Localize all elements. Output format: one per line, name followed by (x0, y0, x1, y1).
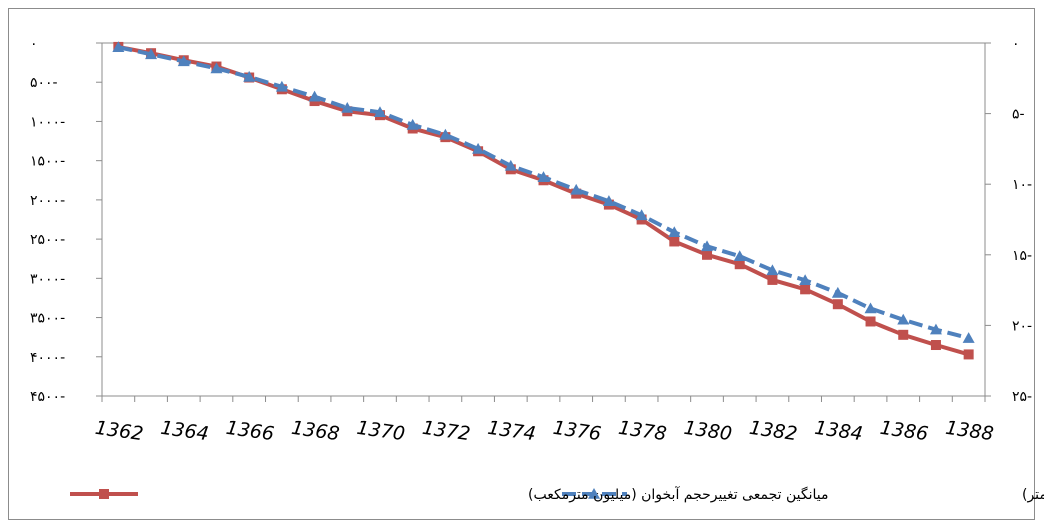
left-axis-tick-label: ۴۵۰۰- (30, 389, 65, 405)
left-axis-tick-label: ۱۵۰۰- (30, 154, 65, 170)
right-axis-tick-label: ۲۵- (1012, 389, 1032, 405)
x-axis-tick-label: 1378 (617, 417, 668, 446)
data-point-triangle (439, 128, 452, 140)
data-point-triangle (799, 274, 812, 286)
data-point-triangle (504, 159, 517, 171)
x-axis-tick-label: 1366 (225, 417, 276, 446)
data-point-triangle (472, 142, 485, 154)
left-axis-tick-label: ۳۵۰۰- (30, 311, 65, 327)
x-axis-tick-label: 1384 (813, 417, 864, 446)
data-point-triangle (373, 106, 386, 117)
left-axis-tick-label: ۳۰۰۰- (30, 271, 65, 287)
plot-area (101, 42, 986, 397)
data-point-square (767, 274, 778, 285)
x-axis-tick-label: 1362 (94, 417, 145, 446)
data-point-triangle (341, 101, 354, 113)
data-point-triangle (929, 323, 942, 335)
data-point-square (865, 316, 876, 327)
plot-area-border (101, 42, 986, 397)
data-point-triangle (243, 70, 256, 82)
left-axis-tick-label: ۲۰۰۰- (30, 193, 65, 209)
legend-swatch-water-level (562, 488, 627, 499)
legend-label-water-level: میانگین تجمعی تغییرسطح ایستابی آبخوان (م… (1022, 486, 1044, 503)
x-axis-tick-label: 1388 (944, 417, 995, 446)
data-point-triangle (145, 48, 158, 60)
data-point-triangle (210, 62, 223, 74)
data-point-triangle (897, 313, 910, 325)
left-axis-tick-label: ۲۵۰۰- (30, 232, 65, 248)
data-point-square (734, 259, 745, 270)
data-point-square (702, 249, 713, 260)
series-water-level (112, 41, 975, 343)
x-axis-tick-label: 1370 (355, 417, 406, 446)
x-axis-tick-label: 1368 (290, 417, 341, 446)
right-axis-tick-label: ۰ (1012, 36, 1020, 52)
left-axis-tick-label: ۰ (30, 36, 38, 52)
left-axis-tick-label: ۴۰۰۰- (30, 350, 65, 366)
legend-swatch-marker (99, 489, 109, 499)
series-layer (112, 41, 975, 360)
legend-label-aquifer-volume: میانگین تجمعی تغییرحجم آبخوان (میلیون مت… (528, 486, 828, 503)
right-axis-tick-label: ۱۰- (1012, 177, 1032, 193)
data-point-triangle (308, 90, 321, 102)
x-axis-tick-label: 1364 (159, 417, 210, 446)
data-point-triangle (537, 171, 550, 182)
right-axis-tick-label: ۵- (1012, 107, 1025, 123)
x-axis-tick-label: 1372 (421, 417, 472, 446)
data-point-square (832, 299, 843, 310)
data-point-triangle (406, 118, 419, 130)
data-point-triangle (177, 55, 190, 67)
x-axis-tick-label: 1374 (486, 417, 537, 446)
data-point-triangle (701, 240, 714, 252)
data-point-triangle (570, 183, 583, 195)
data-point-triangle (733, 250, 746, 262)
data-point-triangle (275, 80, 288, 92)
data-point-triangle (962, 332, 975, 343)
left-y-axis: ۰ ۵۰۰- ۱۰۰۰- ۱۵۰۰- ۲۰۰۰- ۲۵۰۰- ۳۰۰۰- ۳۵۰۰- ۴۰۰۰-… (30, 36, 102, 405)
x-axis-tick-label: 1380 (682, 417, 733, 446)
data-point-triangle (602, 195, 615, 206)
right-axis-tick-label: ۱۵- (1012, 248, 1032, 264)
data-point-triangle (766, 264, 779, 276)
left-axis-tick-label: ۵۰۰- (30, 75, 58, 91)
x-axis: 1362 1364 1366 1368 1370 1372 1374 1376 1378 1380… (94, 396, 995, 445)
right-y-axis: ۰ ۵- ۱۰- ۱۵- ۲۰- ۲۵- (985, 36, 1032, 405)
data-point-square (930, 340, 941, 351)
x-axis-tick-label: 1386 (879, 417, 930, 446)
data-point-triangle (864, 302, 877, 314)
data-point-square (963, 349, 974, 360)
data-point-triangle (635, 209, 648, 221)
legend-swatch-aquifer-volume (70, 489, 138, 499)
data-point-square (800, 284, 811, 295)
right-axis-tick-label: ۲۰- (1012, 318, 1032, 334)
left-axis-tick-label: ۱۰۰۰- (30, 114, 65, 130)
x-axis-tick-label: 1382 (748, 417, 799, 446)
legend-swatch-marker (588, 488, 600, 499)
data-point-square (669, 236, 680, 247)
data-point-square (898, 329, 909, 340)
data-point-triangle (112, 41, 125, 53)
x-axis-tick-label: 1376 (552, 417, 603, 446)
data-point-triangle (668, 226, 681, 238)
legend: میانگین تجمعی تغییرسطح ایستابی آبخوان (م… (70, 486, 1044, 503)
data-point-triangle (831, 286, 844, 298)
